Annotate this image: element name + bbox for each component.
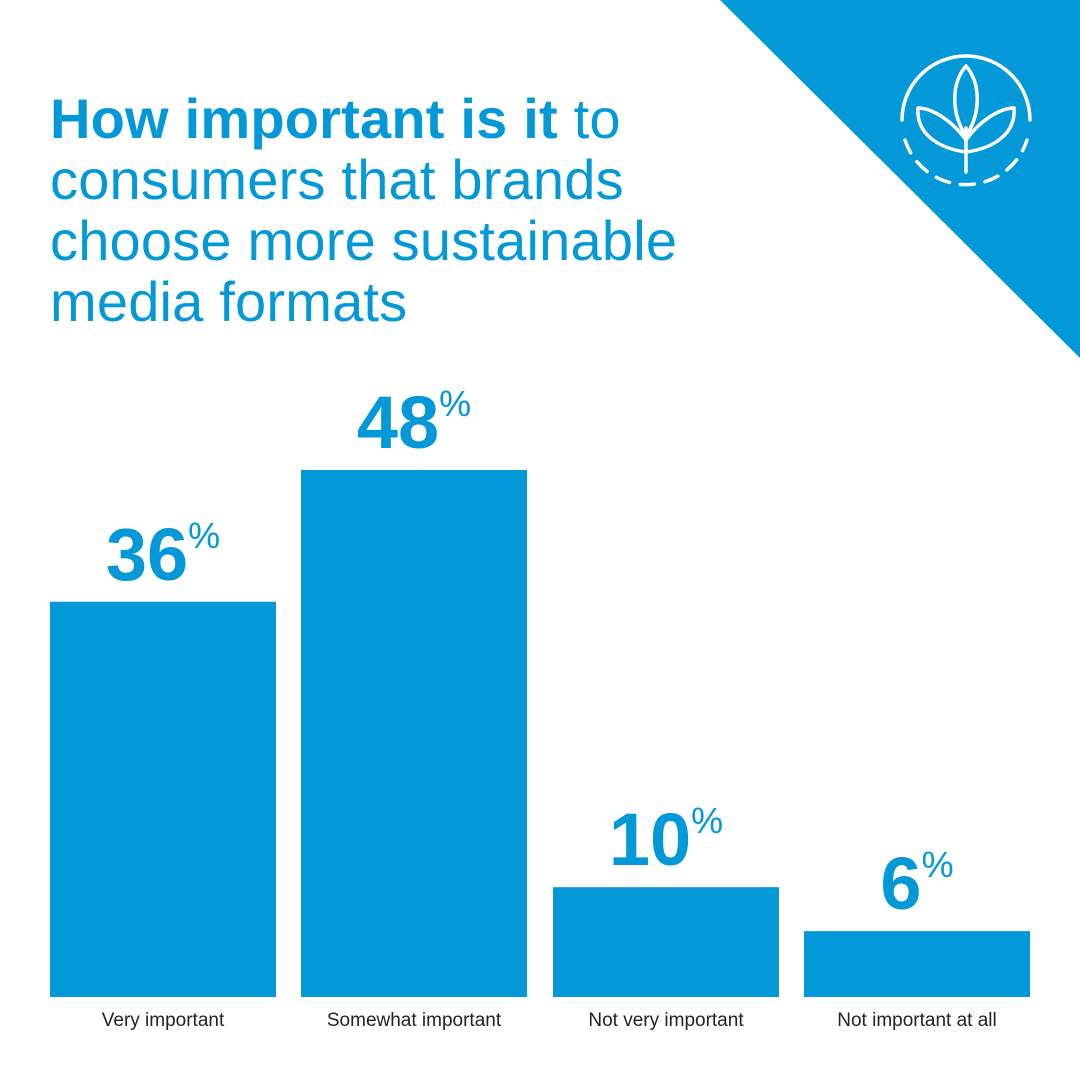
value-label-2: 10% bbox=[609, 798, 723, 881]
chart-title-rest: to consumers that brands choose more sus… bbox=[50, 87, 678, 333]
bar-2 bbox=[553, 887, 779, 997]
chart-title-bold: How important is it bbox=[50, 87, 558, 150]
category-label-3: Not important at all bbox=[837, 1010, 996, 1031]
value-label-0: 36% bbox=[106, 513, 220, 596]
category-label-1: Somewhat important bbox=[327, 1010, 502, 1031]
bar-0 bbox=[50, 601, 276, 997]
chart-title: How important is it to consumers that br… bbox=[50, 88, 750, 332]
bar-3 bbox=[804, 931, 1030, 997]
category-label-0: Very important bbox=[102, 1010, 225, 1031]
bar-1 bbox=[301, 470, 527, 997]
category-label-2: Not very important bbox=[588, 1010, 744, 1031]
value-label-1: 48% bbox=[357, 381, 471, 464]
value-label-3: 6% bbox=[880, 842, 953, 925]
